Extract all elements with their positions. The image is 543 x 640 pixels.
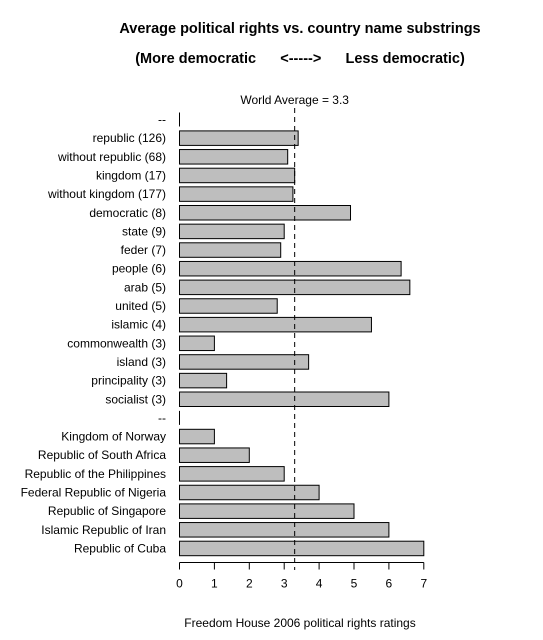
chart-subtitle: (More democratic <-----> Less democratic… bbox=[135, 51, 465, 67]
category-label: democratic (8) bbox=[89, 206, 166, 220]
bar bbox=[179, 372, 228, 389]
category-label: Republic of Singapore bbox=[48, 504, 166, 518]
bar bbox=[179, 466, 285, 482]
x-axis-label: Freedom House 2006 political rights rati… bbox=[184, 616, 416, 630]
category-label: republic (126) bbox=[93, 131, 166, 145]
bar bbox=[179, 149, 289, 165]
bar bbox=[179, 540, 425, 557]
bars bbox=[179, 112, 425, 557]
category-label: kingdom (17) bbox=[96, 168, 166, 182]
bar bbox=[179, 447, 250, 463]
bar bbox=[179, 335, 215, 352]
category-label: commonwealth (3) bbox=[67, 336, 166, 350]
bar bbox=[179, 167, 296, 184]
category-label: Republic of Cuba bbox=[74, 541, 166, 555]
bar bbox=[179, 522, 390, 538]
x-tick-label: 4 bbox=[316, 577, 323, 591]
category-label: state (9) bbox=[122, 224, 166, 238]
category-label: Federal Republic of Nigeria bbox=[21, 486, 167, 500]
category-label: people (6) bbox=[112, 262, 166, 276]
reference-line-group: World Average = 3.3 bbox=[240, 93, 349, 570]
category-label: without kingdom (177) bbox=[47, 187, 166, 201]
x-tick-label: 3 bbox=[281, 577, 288, 591]
bar bbox=[179, 316, 372, 333]
category-label: Islamic Republic of Iran bbox=[41, 523, 166, 537]
bar bbox=[179, 260, 402, 277]
category-label: -- bbox=[158, 113, 166, 127]
world-average-label: World Average = 3.3 bbox=[240, 93, 349, 107]
category-labels: -- republic (126) without republic (68) kin… bbox=[21, 113, 167, 556]
category-label: island (3) bbox=[117, 355, 166, 369]
x-tick-label: 7 bbox=[420, 577, 427, 591]
x-tick-label: 0 bbox=[176, 577, 183, 591]
x-axis: 0 1 2 3 4 5 6 7 bbox=[176, 562, 427, 591]
x-tick-label: 5 bbox=[351, 577, 358, 591]
x-tick-label: 2 bbox=[246, 577, 253, 591]
category-label: Republic of South Africa bbox=[38, 448, 166, 462]
bar bbox=[179, 484, 320, 501]
bar bbox=[179, 428, 215, 445]
category-label: united (5) bbox=[115, 299, 166, 313]
x-tick-label: 1 bbox=[211, 577, 218, 591]
x-tick-label: 6 bbox=[386, 577, 393, 591]
category-label: Kingdom of Norway bbox=[61, 430, 166, 444]
category-label: principality (3) bbox=[91, 374, 166, 388]
bar bbox=[179, 223, 285, 240]
bar bbox=[179, 503, 355, 519]
category-label: feder (7) bbox=[121, 243, 166, 257]
bar bbox=[179, 298, 278, 314]
bar bbox=[179, 242, 282, 258]
chart-title: Average political rights vs. country nam… bbox=[119, 21, 481, 37]
bar bbox=[179, 130, 299, 146]
bar bbox=[179, 186, 294, 202]
bar bbox=[179, 354, 310, 370]
category-label: without republic (68) bbox=[57, 150, 166, 164]
category-label: Republic of the Philippines bbox=[25, 467, 166, 481]
bar bbox=[179, 205, 352, 221]
category-label: arab (5) bbox=[124, 280, 166, 294]
bar bbox=[179, 391, 390, 407]
category-label: islamic (4) bbox=[111, 318, 166, 332]
category-label: socialist (3) bbox=[105, 392, 166, 406]
category-label: -- bbox=[158, 411, 166, 425]
